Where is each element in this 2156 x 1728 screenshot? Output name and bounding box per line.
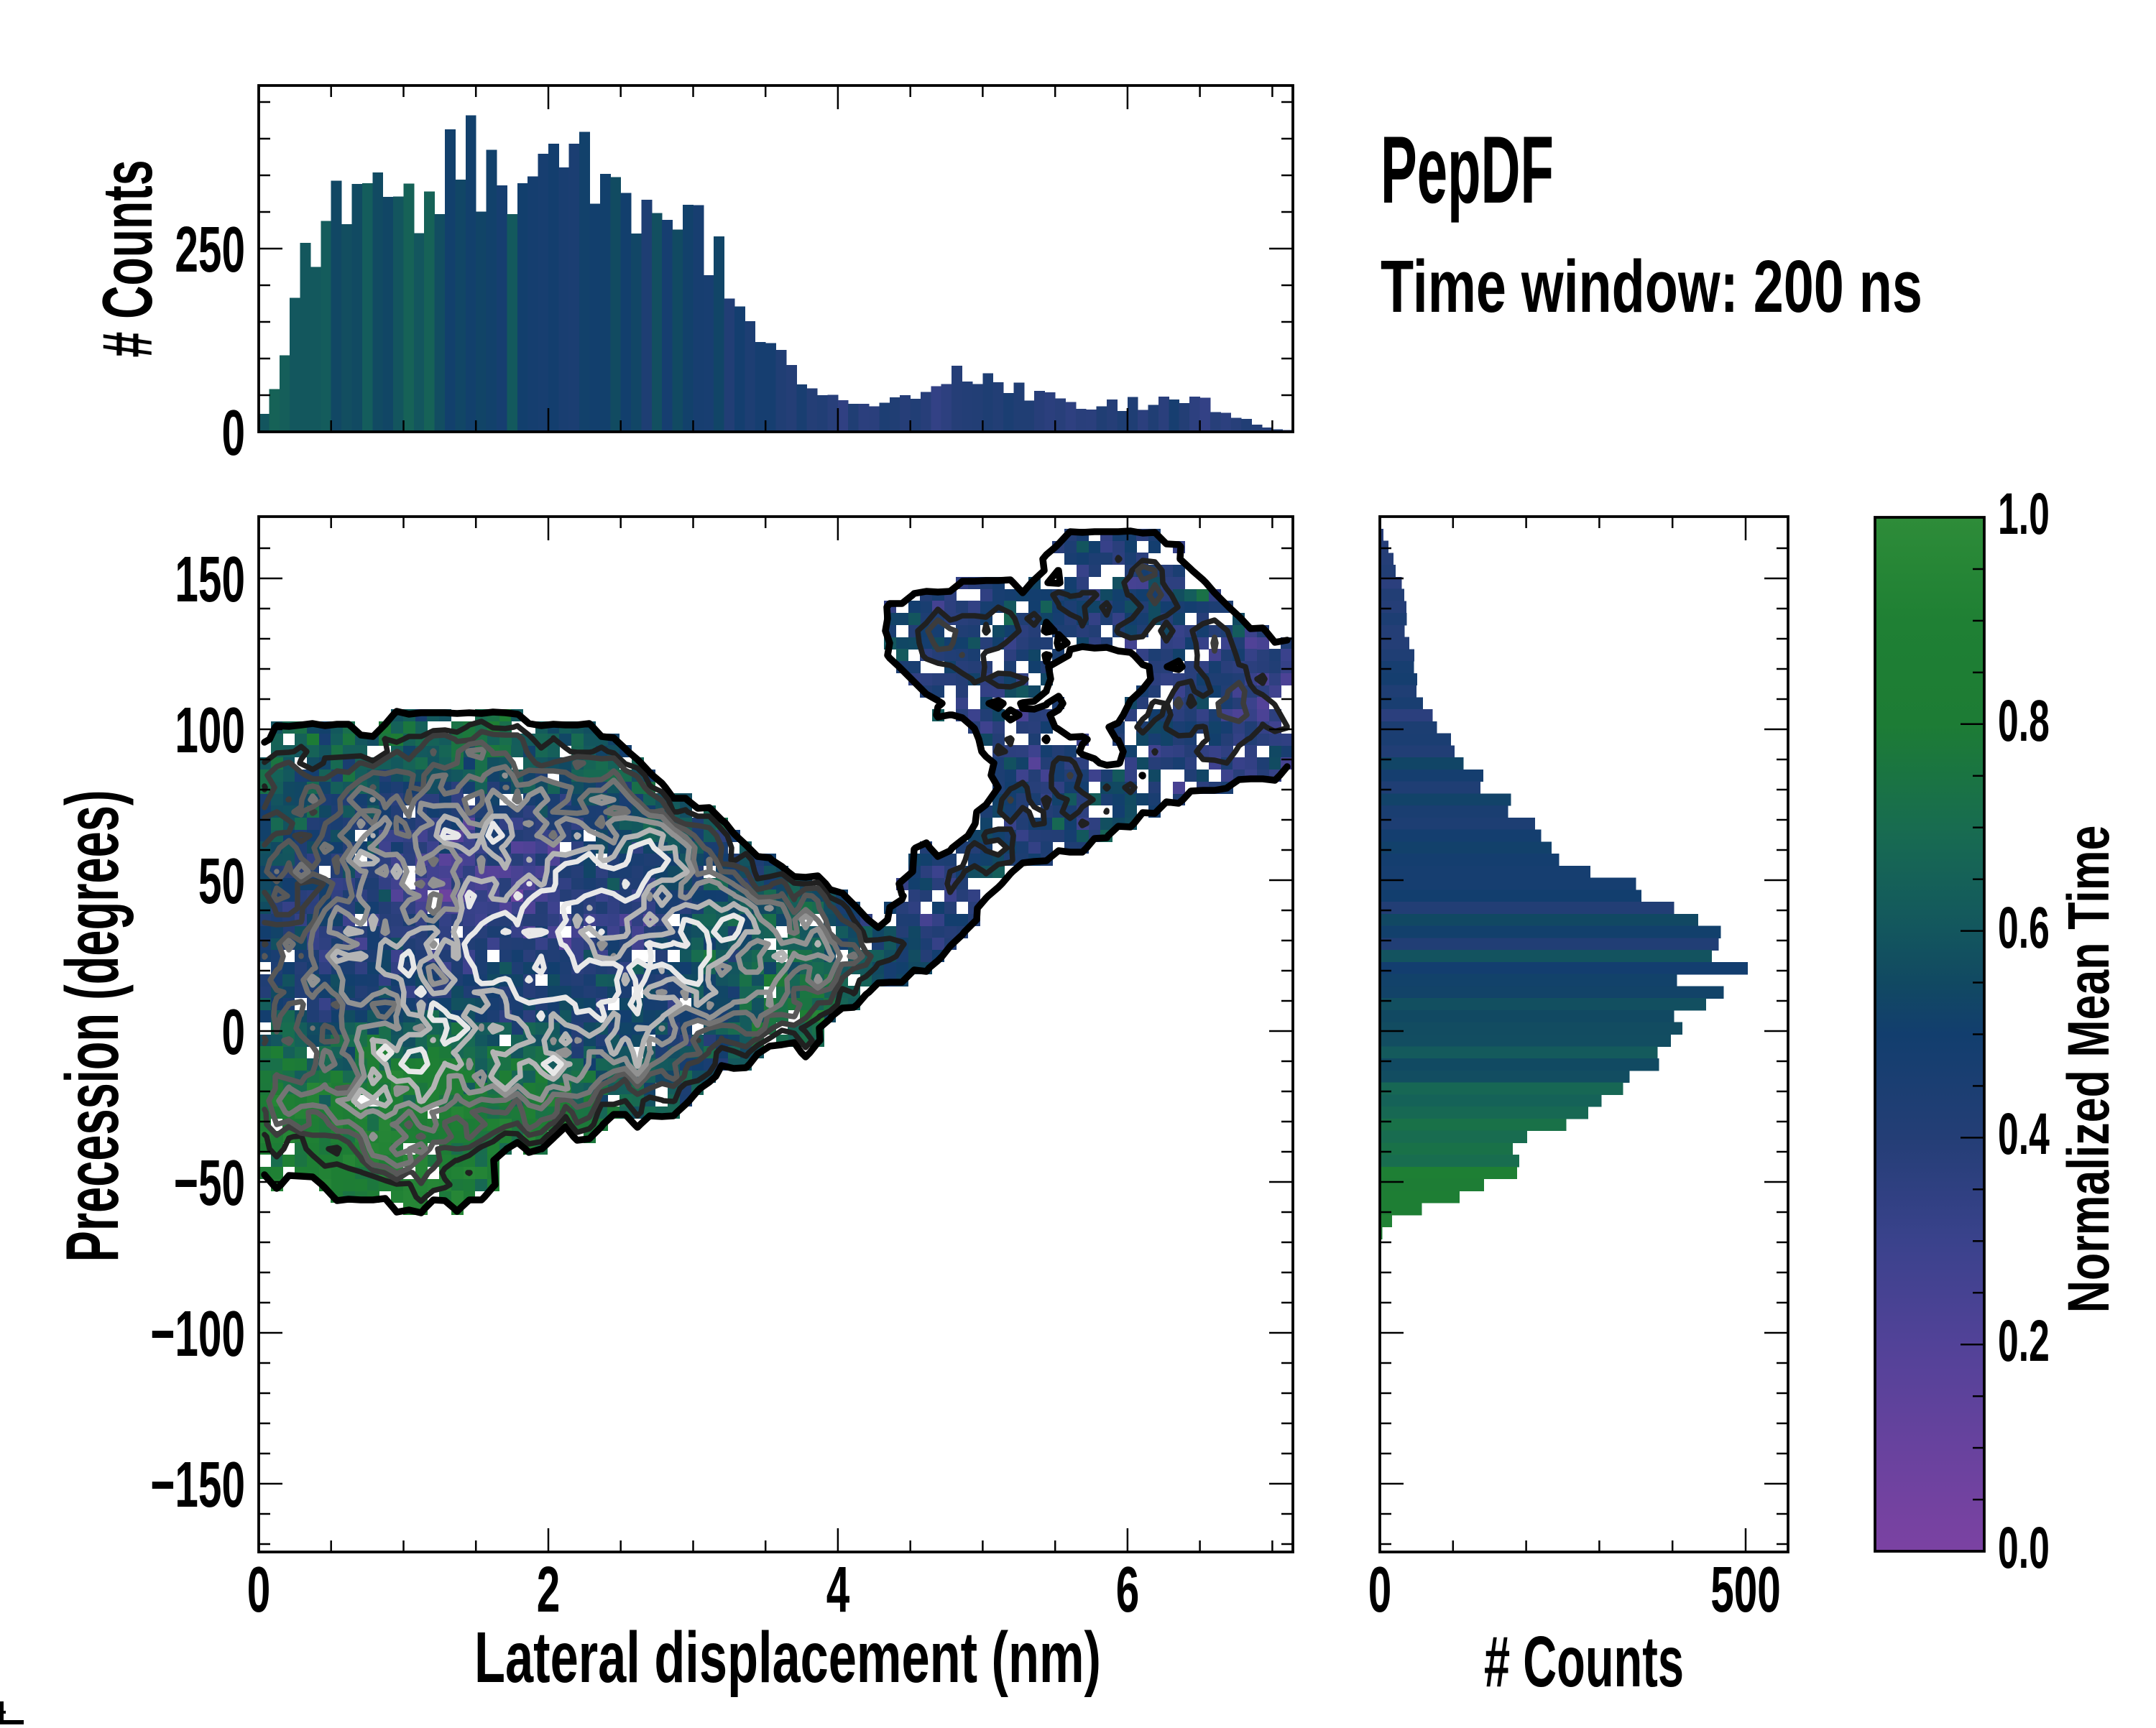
svg-text:Time window: 200 ns: Time window: 200 ns [1381,246,1922,328]
svg-text:−100: −100 [150,1298,245,1370]
svg-text:500: 500 [1710,1553,1781,1626]
svg-text:50: 50 [198,845,245,918]
svg-text:PepDF: PepDF [1381,116,1554,223]
svg-text:0.8: 0.8 [1998,688,2050,754]
svg-text:0: 0 [221,996,245,1068]
svg-text:Lateral displacement (nm): Lateral displacement (nm) [474,1618,1101,1698]
svg-text:−50: −50 [174,1147,245,1219]
svg-text:0: 0 [1368,1553,1392,1626]
svg-text:1.0: 1.0 [1998,481,2050,547]
svg-text:2: 2 [537,1553,561,1626]
svg-text:Precession (degrees): Precession (degrees) [52,790,134,1262]
svg-text:100: 100 [175,694,245,767]
svg-text:0.2: 0.2 [1998,1308,2050,1374]
svg-text:4: 4 [826,1553,850,1626]
svg-text:−150: −150 [150,1449,245,1521]
svg-text:# Counts: # Counts [88,160,167,358]
svg-text:0: 0 [247,1553,271,1626]
svg-text:0: 0 [221,397,245,469]
svg-text:# Counts: # Counts [1484,1622,1684,1701]
svg-text:0.4: 0.4 [1998,1101,2050,1167]
svg-text:Normalized Mean Time: Normalized Mean Time [2056,826,2122,1313]
svg-text:250: 250 [175,213,245,286]
svg-text:0.0: 0.0 [1998,1515,2050,1581]
svg-text:0.6: 0.6 [1998,895,2050,961]
svg-text:150: 150 [175,543,245,616]
svg-text:6: 6 [1116,1553,1140,1626]
